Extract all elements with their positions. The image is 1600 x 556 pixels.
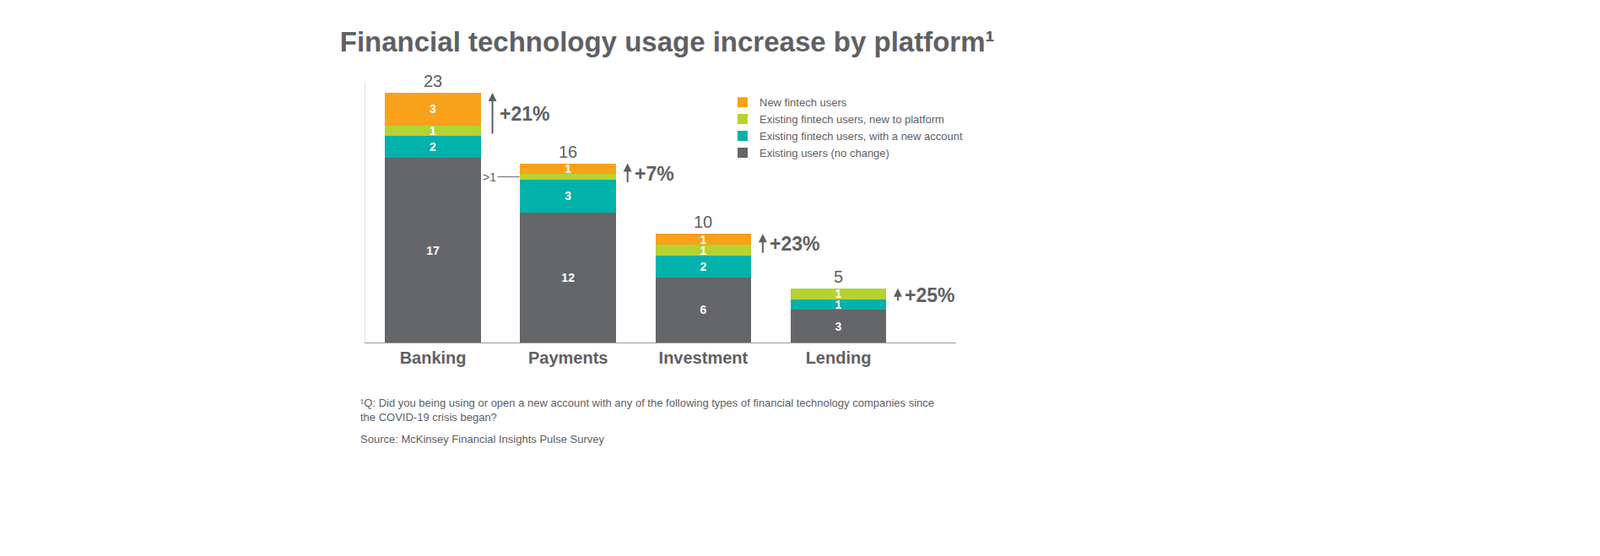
svg-text:23: 23 — [423, 71, 443, 91]
svg-text:1: 1 — [835, 297, 843, 312]
svg-text:Existing fintech users, with a: Existing fintech users, with a new accou… — [759, 129, 963, 143]
svg-text:Banking: Banking — [400, 348, 467, 368]
svg-text:¹Q: Did you being using or ope: ¹Q: Did you being using or open a new ac… — [360, 396, 935, 424]
svg-text:10: 10 — [693, 212, 713, 232]
svg-text:Payments: Payments — [528, 348, 609, 368]
svg-text:Investment: Investment — [659, 348, 749, 368]
svg-text:2: 2 — [429, 140, 437, 154]
svg-text:New fintech users: New fintech users — [759, 96, 848, 109]
svg-text:+7%: +7% — [634, 162, 675, 185]
svg-text:16: 16 — [558, 142, 578, 162]
svg-text:Existing users (no change): Existing users (no change) — [759, 146, 890, 160]
svg-text:Source: McKinsey Financial Ins: Source: McKinsey Financial Insights Puls… — [360, 432, 606, 446]
svg-text:3: 3 — [835, 319, 843, 334]
svg-text:+23%: +23% — [769, 232, 820, 255]
svg-text:5: 5 — [833, 267, 844, 287]
svg-text:Lending: Lending — [805, 348, 872, 368]
svg-text:>1: >1 — [482, 170, 497, 184]
svg-text:+25%: +25% — [904, 284, 955, 307]
svg-text:2: 2 — [699, 259, 707, 274]
svg-text:12: 12 — [561, 270, 575, 285]
svg-text:17: 17 — [426, 243, 440, 258]
svg-text:1: 1 — [429, 124, 437, 138]
svg-text:1: 1 — [564, 162, 572, 176]
svg-text:Existing fintech users, new to: Existing fintech users, new to platform — [759, 113, 945, 126]
svg-text:1: 1 — [699, 232, 707, 247]
svg-text:3: 3 — [429, 102, 437, 116]
svg-text:3: 3 — [564, 189, 572, 203]
svg-text:6: 6 — [699, 302, 707, 317]
svg-text:+21%: +21% — [499, 102, 550, 125]
svg-text:Financial technology usage inc: Financial technology usage increase by p… — [340, 26, 995, 58]
svg-text:1: 1 — [699, 243, 707, 258]
svg-text:1: 1 — [835, 286, 843, 301]
